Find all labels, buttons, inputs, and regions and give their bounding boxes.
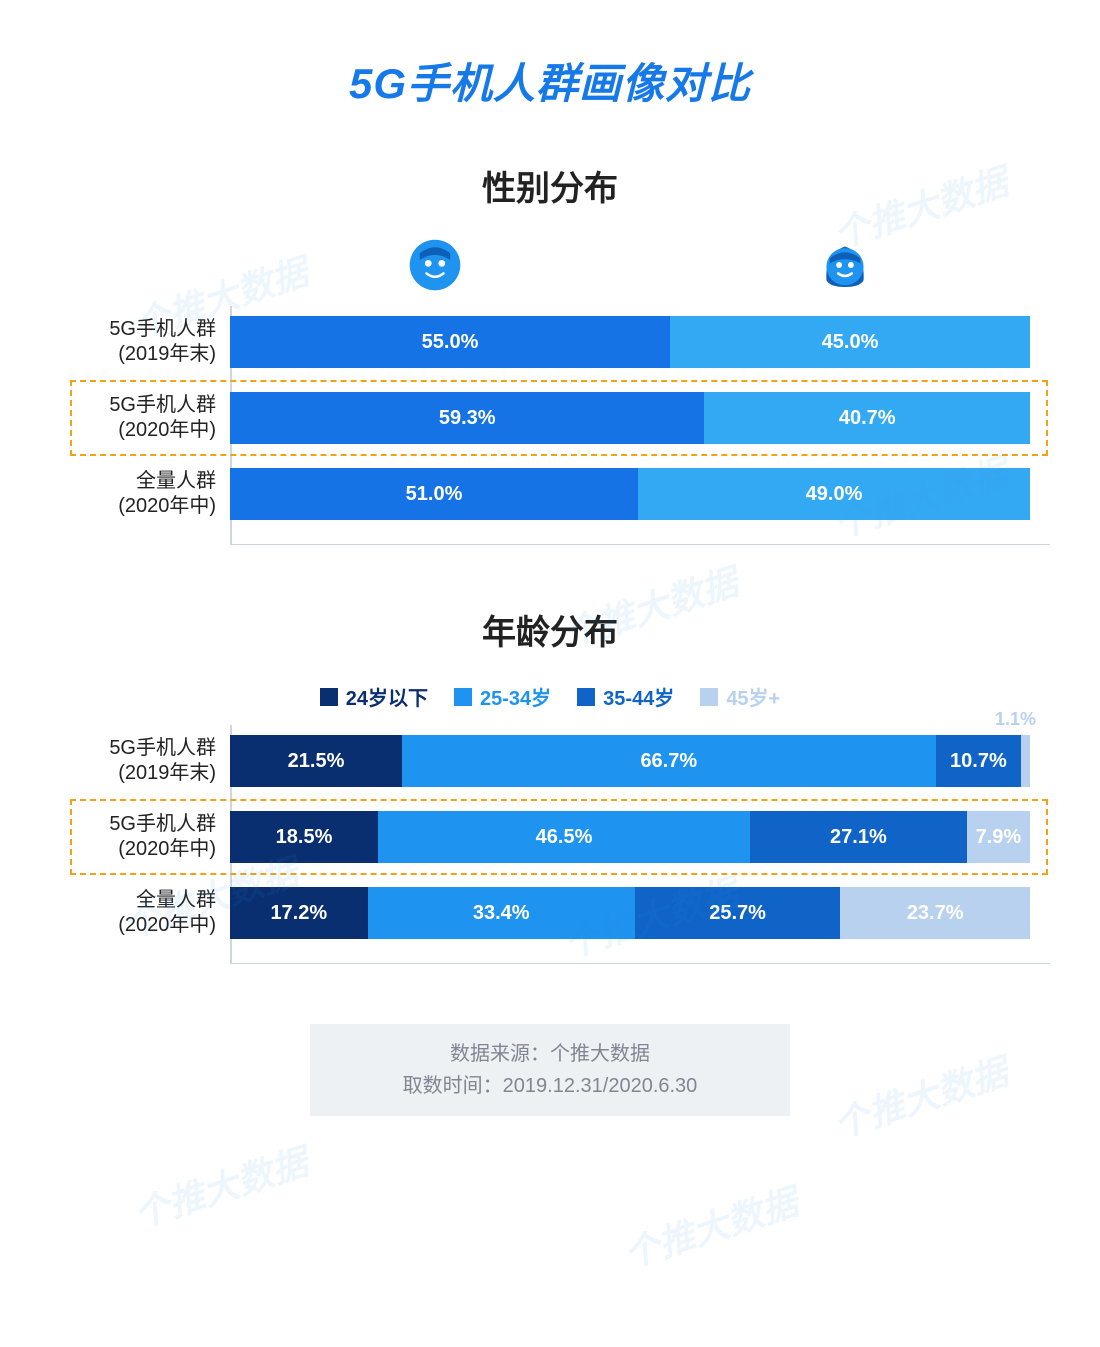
- gender-bar-row: 全量人群(2020年中)51.0%49.0%: [70, 468, 1030, 520]
- male-segment: 55.0%: [230, 316, 670, 368]
- watermark: 个推大数据: [616, 1173, 803, 1278]
- female-segment: 45.0%: [670, 316, 1030, 368]
- legend-item: 45岁+: [700, 682, 780, 711]
- age-segment-2: 25.7%: [635, 887, 841, 939]
- age-segment-0: 18.5%: [230, 811, 378, 863]
- bar-row-label: 全量人群(2020年中): [70, 888, 230, 938]
- source-box: 数据来源：个推大数据 取数时间：2019.12.31/2020.6.30: [310, 1024, 790, 1116]
- legend-swatch: [577, 688, 595, 706]
- bar-row-label: 5G手机人群(2019年末): [70, 736, 230, 786]
- age-bar-row: 5G手机人群(2020年中)18.5%46.5%27.1%7.9%: [70, 811, 1030, 863]
- age-segment-0: 21.5%: [230, 735, 402, 787]
- bar-row-label: 全量人群(2020年中): [70, 469, 230, 519]
- age-legend: 24岁以下 25-34岁 35-44岁 45岁+: [70, 682, 1030, 711]
- age-segment-2: 27.1%: [750, 811, 967, 863]
- age-chart: 24岁以下 25-34岁 35-44岁 45岁+ 5G手机人群(2019年末)21.5…: [70, 682, 1030, 964]
- source-line-1: 数据来源：个推大数据: [320, 1038, 780, 1070]
- main-title: 5G手机人群画像对比: [60, 50, 1040, 111]
- age-segment-3: 23.7%: [840, 887, 1030, 939]
- bar-track: 51.0%49.0%: [230, 468, 1030, 520]
- bar-row-label: 5G手机人群(2019年末): [70, 317, 230, 367]
- bar-track: 21.5%66.7%10.7%: [230, 735, 1030, 787]
- source-line-2: 取数时间：2019.12.31/2020.6.30: [320, 1070, 780, 1102]
- legend-label: 45岁+: [726, 682, 780, 711]
- legend-label: 24岁以下: [346, 682, 428, 711]
- female-segment: 40.7%: [704, 392, 1030, 444]
- age-section-title: 年龄分布: [60, 605, 1040, 654]
- gender-chart: 5G手机人群(2019年末)55.0%45.0%5G手机人群(2020年中)59…: [70, 238, 1030, 545]
- legend-item: 24岁以下: [320, 682, 428, 711]
- watermark: 个推大数据: [126, 1133, 313, 1238]
- watermark: 个推大数据: [826, 1043, 1013, 1148]
- gender-x-axis: [230, 544, 1050, 545]
- female-icon: [818, 238, 872, 292]
- bar-row-label: 5G手机人群(2020年中): [70, 393, 230, 443]
- legend-label: 25-34岁: [480, 682, 551, 711]
- legend-label: 35-44岁: [603, 682, 674, 711]
- age-segment-1: 46.5%: [378, 811, 750, 863]
- male-icon: [408, 238, 462, 292]
- gender-bar-row: 5G手机人群(2019年末)55.0%45.0%: [70, 316, 1030, 368]
- age-segment-0: 17.2%: [230, 887, 368, 939]
- female-segment: 49.0%: [638, 468, 1030, 520]
- legend-swatch: [454, 688, 472, 706]
- bar-track: 59.3%40.7%: [230, 392, 1030, 444]
- age-x-axis: [230, 963, 1050, 964]
- gender-bar-row: 5G手机人群(2020年中)59.3%40.7%: [70, 392, 1030, 444]
- legend-item: 25-34岁: [454, 682, 551, 711]
- gender-section-title: 性别分布: [60, 161, 1040, 210]
- bar-track: 18.5%46.5%27.1%7.9%: [230, 811, 1030, 863]
- bar-track: 17.2%33.4%25.7%23.7%: [230, 887, 1030, 939]
- legend-swatch: [320, 688, 338, 706]
- legend-swatch: [700, 688, 718, 706]
- outside-value-label: 1.1%: [995, 709, 1036, 730]
- age-bar-row: 5G手机人群(2019年末)21.5%66.7%10.7%1.1%: [70, 735, 1030, 787]
- male-segment: 59.3%: [230, 392, 704, 444]
- age-segment-2: 10.7%: [936, 735, 1022, 787]
- age-segment-1: 33.4%: [368, 887, 635, 939]
- bar-row-label: 5G手机人群(2020年中): [70, 812, 230, 862]
- bar-track: 55.0%45.0%: [230, 316, 1030, 368]
- age-segment-3: 7.9%: [967, 811, 1030, 863]
- age-bar-row: 全量人群(2020年中)17.2%33.4%25.7%23.7%: [70, 887, 1030, 939]
- legend-item: 35-44岁: [577, 682, 674, 711]
- male-segment: 51.0%: [230, 468, 638, 520]
- age-segment-1: 66.7%: [402, 735, 936, 787]
- age-segment-3: [1021, 735, 1030, 787]
